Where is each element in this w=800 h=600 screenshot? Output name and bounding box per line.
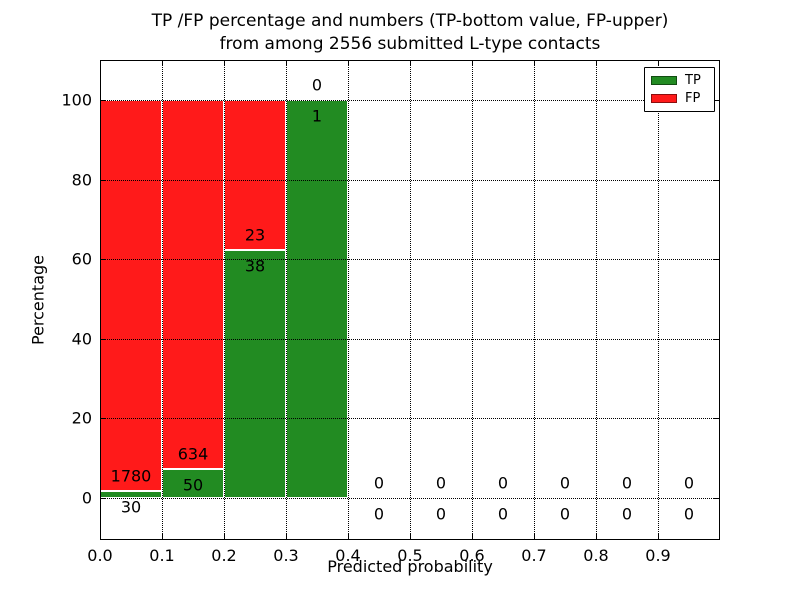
tp-count-label-9: 0 [683, 504, 695, 524]
y-tick-label-80: 80 [71, 170, 92, 190]
fp-count-label-9: 0 [683, 473, 695, 493]
x-tick-bottom-0.4 [348, 534, 349, 539]
x-tick-bottom-0.2 [224, 534, 225, 539]
x-tick-top-0.6 [472, 61, 473, 66]
y-tick-left-20 [101, 418, 106, 420]
x-axis-label: Predicted probability [327, 557, 493, 576]
gridline-x-0.8 [596, 60, 597, 540]
x-tick-bottom-0.1 [162, 534, 163, 539]
legend-item-tp: TP [651, 73, 708, 89]
y-tick-label-0: 0 [81, 488, 92, 508]
x-tick-label-0.0: 0.0 [87, 546, 113, 565]
bar-segment-fp-2 [224, 100, 286, 251]
y-tick-right-0 [714, 498, 719, 499]
x-tick-label-0.6: 0.6 [459, 546, 485, 565]
tp-count-label-0: 30 [120, 497, 142, 517]
y-tick-label-100: 100 [61, 90, 92, 110]
fp-count-label-3: 0 [311, 75, 323, 95]
gridline-x-0.4 [348, 60, 349, 540]
gridline-x-0.9 [658, 60, 659, 540]
y-tick-left-100 [101, 100, 106, 101]
gridline-x-0.7 [534, 60, 535, 540]
y-tick-right-60 [714, 259, 719, 261]
fp-count-label-0: 1780 [110, 466, 152, 486]
tp-count-label-3: 1 [311, 106, 323, 126]
chart-title: TP /FP percentage and numbers (TP-bottom… [152, 10, 669, 56]
x-tick-bottom-0.6 [472, 534, 473, 539]
x-tick-bottom-0.5 [410, 534, 411, 539]
tp-count-label-5: 0 [435, 504, 447, 524]
fp-color-swatch [651, 93, 677, 103]
x-tick-top-0.0 [100, 61, 101, 66]
x-tick-top-0.9 [658, 61, 659, 66]
gridline-x-0.2 [224, 60, 225, 540]
fp-count-label-2: 23 [244, 225, 266, 245]
x-tick-label-0.9: 0.9 [645, 546, 671, 565]
tp-count-label-6: 0 [497, 504, 509, 524]
tp-count-label-7: 0 [559, 504, 571, 524]
y-tick-right-40 [714, 338, 719, 340]
x-tick-top-0.4 [348, 61, 349, 66]
tp-count-label-4: 0 [373, 504, 385, 524]
y-tick-right-20 [714, 418, 719, 420]
gridline-x-0.5 [410, 60, 411, 540]
tp-count-label-8: 0 [621, 504, 633, 524]
y-tick-right-80 [714, 179, 719, 181]
gridline-x-0.1 [162, 60, 163, 540]
x-tick-top-0.3 [286, 61, 287, 66]
x-tick-label-0.3: 0.3 [273, 546, 299, 565]
legend-label-tp: TP [685, 73, 701, 89]
legend-item-fp: FP [651, 90, 708, 106]
x-tick-top-0.1 [162, 61, 163, 66]
tp-count-label-2: 38 [244, 256, 266, 276]
tp-color-swatch [651, 76, 677, 86]
fp-count-label-7: 0 [559, 473, 571, 493]
bar-segment-fp-1 [162, 100, 224, 469]
y-tick-label-40: 40 [71, 329, 92, 349]
x-tick-top-0.5 [410, 61, 411, 66]
gridline-x-0.3 [286, 60, 287, 540]
x-tick-label-0.1: 0.1 [149, 546, 175, 565]
bar-segment-fp-0 [100, 100, 162, 492]
x-tick-label-0.7: 0.7 [521, 546, 547, 565]
legend: TP FP [644, 67, 715, 112]
bar-segment-tp-3 [286, 100, 348, 498]
y-tick-left-80 [101, 179, 106, 181]
bar-segment-tp-2 [224, 250, 286, 498]
fp-count-label-4: 0 [373, 473, 385, 493]
y-axis-label: Percentage [28, 254, 48, 346]
x-tick-label-0.2: 0.2 [211, 546, 237, 565]
x-tick-bottom-0.9 [658, 534, 659, 539]
x-tick-top-0.2 [224, 61, 225, 66]
y-tick-label-60: 60 [71, 249, 92, 269]
x-tick-bottom-0.7 [534, 534, 535, 539]
fp-count-label-6: 0 [497, 473, 509, 493]
chart-title-line2: from among 2556 submitted L-type contact… [219, 34, 601, 54]
x-tick-top-0.8 [596, 61, 597, 66]
x-tick-top-0.7 [534, 61, 535, 66]
chart-title-line1: TP /FP percentage and numbers (TP-bottom… [151, 11, 669, 31]
tp-count-label-1: 50 [182, 475, 204, 495]
y-tick-left-0 [101, 498, 106, 499]
y-tick-right-100 [714, 100, 719, 101]
y-tick-label-20: 20 [71, 408, 92, 428]
x-tick-label-0.8: 0.8 [583, 546, 609, 565]
x-tick-bottom-0.0 [100, 534, 101, 539]
fp-count-label-5: 0 [435, 473, 447, 493]
x-tick-bottom-0.3 [286, 534, 287, 539]
gridline-x-0.6 [472, 60, 473, 540]
legend-label-fp: FP [685, 90, 701, 106]
x-tick-bottom-0.8 [596, 534, 597, 539]
y-tick-left-40 [101, 338, 106, 340]
y-tick-left-60 [101, 259, 106, 261]
fp-count-label-8: 0 [621, 473, 633, 493]
fp-count-label-1: 634 [177, 444, 209, 464]
x-tick-label-0.5: 0.5 [397, 546, 423, 565]
x-tick-label-0.4: 0.4 [335, 546, 361, 565]
bar-segment-tp-1 [162, 468, 224, 498]
